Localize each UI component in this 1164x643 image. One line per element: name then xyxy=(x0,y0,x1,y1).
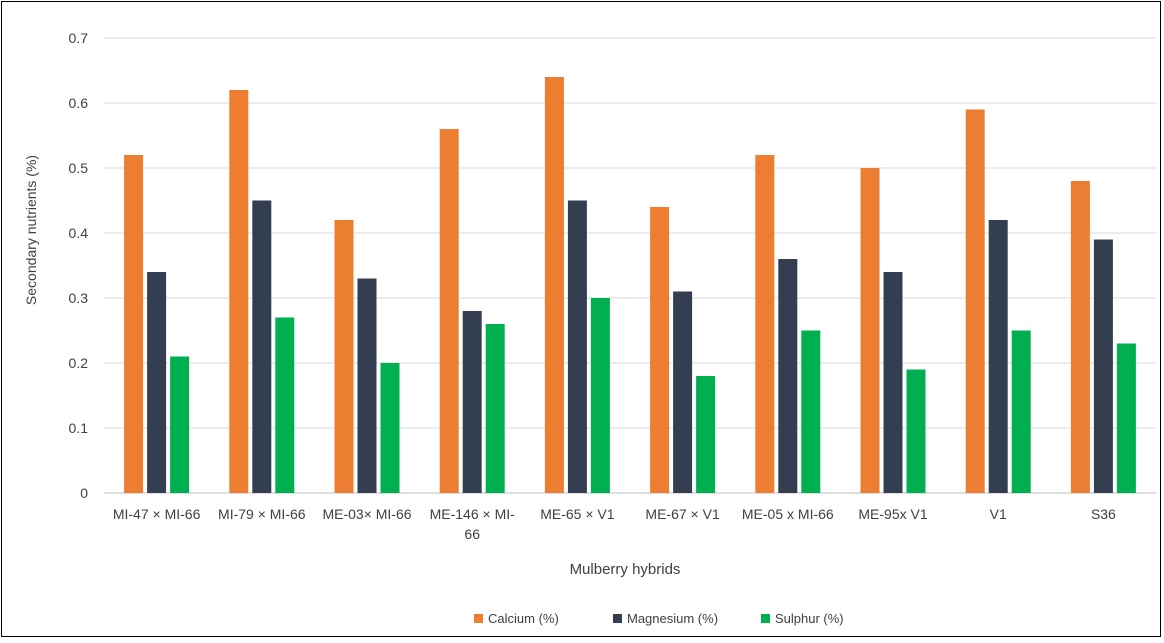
bar xyxy=(883,272,903,493)
bar xyxy=(590,298,610,493)
x-tick-label: ME-146 × MI- xyxy=(430,506,516,522)
bar xyxy=(673,291,693,493)
x-axis-ticks: MI-47 × MI-66 MI-79 × MI-66 ME-03× MI-66 ME… xyxy=(113,506,1116,542)
bar xyxy=(696,376,716,493)
bar xyxy=(462,311,482,493)
y-tick-label: 0.2 xyxy=(69,355,89,371)
bar xyxy=(252,200,272,493)
bar xyxy=(778,259,798,493)
bars xyxy=(124,77,1136,493)
x-tick-label: ME-95x V1 xyxy=(858,506,927,522)
legend-swatch xyxy=(474,614,483,623)
bar xyxy=(1093,239,1113,493)
x-tick-label: MI-47 × MI-66 xyxy=(113,506,201,522)
bar xyxy=(567,200,587,493)
legend: Calcium (%) Magnesium (%) Sulphur (%) xyxy=(474,611,844,626)
x-tick-label: ME-03× MI-66 xyxy=(322,506,411,522)
bar xyxy=(275,317,295,493)
x-tick-label: MI-79 × MI-66 xyxy=(218,506,306,522)
x-tick-label: ME-67 × V1 xyxy=(645,506,720,522)
x-axis-label: Mulberry hybrids xyxy=(570,561,681,578)
y-axis-label: Secondary nutrients (%) xyxy=(23,155,39,305)
bar xyxy=(906,369,926,493)
bar xyxy=(124,155,144,493)
y-axis-ticks: 0 0.1 0.2 0.3 0.4 0.5 0.6 0.7 xyxy=(69,30,89,501)
legend-label: Sulphur (%) xyxy=(775,611,844,626)
bar xyxy=(229,90,249,493)
bar xyxy=(334,220,354,493)
legend-swatch xyxy=(761,614,770,623)
bar xyxy=(380,363,400,493)
legend-label: Magnesium (%) xyxy=(627,611,718,626)
x-tick-label: ME-05 x MI-66 xyxy=(742,506,834,522)
y-tick-label: 0 xyxy=(80,485,88,501)
legend-label: Calcium (%) xyxy=(488,611,559,626)
legend-item: Sulphur (%) xyxy=(761,611,844,626)
y-tick-label: 0.3 xyxy=(69,290,89,306)
y-tick-label: 0.6 xyxy=(69,95,89,111)
bar xyxy=(170,356,190,493)
legend-swatch xyxy=(613,614,622,623)
bar xyxy=(147,272,167,493)
bar xyxy=(988,220,1008,493)
x-tick-label: S36 xyxy=(1091,506,1116,522)
y-tick-label: 0.7 xyxy=(69,30,89,46)
x-tick-label: ME-65 × V1 xyxy=(540,506,615,522)
legend-item: Magnesium (%) xyxy=(613,611,718,626)
bar xyxy=(544,77,564,493)
bar xyxy=(1070,181,1090,493)
bar xyxy=(1116,343,1136,493)
y-tick-label: 0.1 xyxy=(69,420,89,436)
bar xyxy=(801,330,821,493)
bar xyxy=(965,109,985,493)
bar xyxy=(1011,330,1031,493)
legend-item: Calcium (%) xyxy=(474,611,559,626)
y-tick-label: 0.5 xyxy=(69,160,89,176)
y-tick-label: 0.4 xyxy=(69,225,89,241)
bar xyxy=(485,324,505,493)
x-tick-label: 66 xyxy=(464,526,480,542)
bar xyxy=(860,168,880,493)
bar xyxy=(755,155,775,493)
bar xyxy=(650,207,670,493)
bar xyxy=(439,129,459,493)
bar xyxy=(357,278,377,493)
x-tick-label: V1 xyxy=(990,506,1007,522)
